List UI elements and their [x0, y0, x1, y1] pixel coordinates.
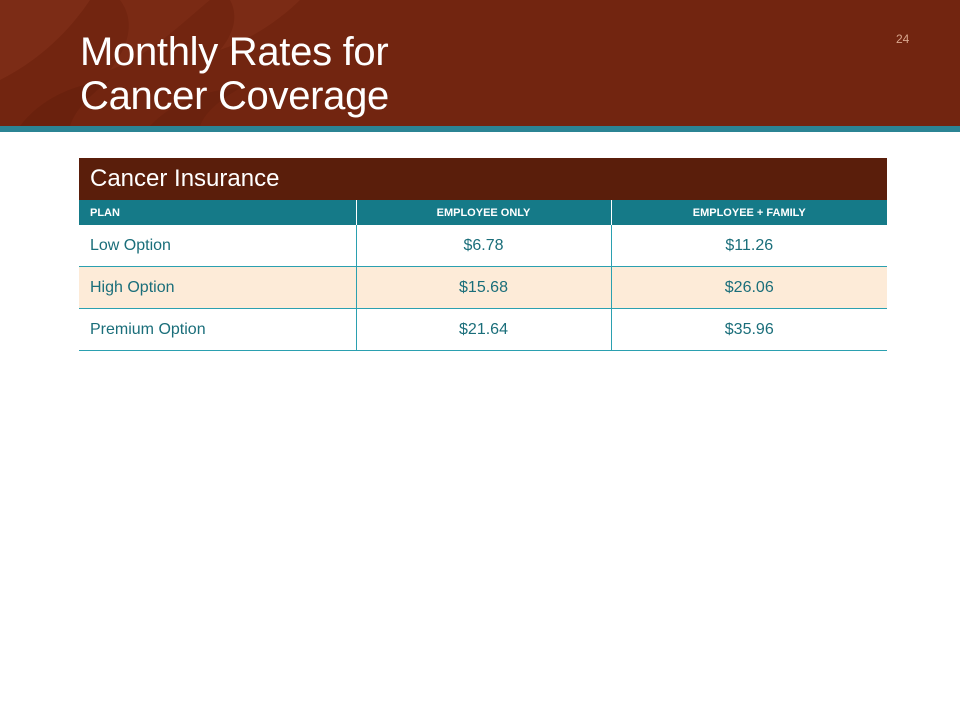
employee-only-cell: $6.78: [356, 225, 612, 267]
plan-cell: Premium Option: [79, 308, 357, 351]
employee-family-cell: $26.06: [611, 266, 887, 309]
title-line-2: Cancer Coverage: [80, 74, 389, 118]
title-line-1: Monthly Rates for: [80, 30, 389, 74]
page-number: 24: [896, 32, 910, 46]
flame-decoration: [0, 0, 300, 126]
employee-only-cell: $21.64: [356, 308, 612, 351]
plan-cell: Low Option: [79, 225, 357, 267]
table-row: Premium Option $21.64 $35.96: [79, 308, 887, 351]
page-title: Monthly Rates for Cancer Coverage: [80, 30, 389, 118]
table-caption: Cancer Insurance: [79, 158, 887, 200]
table-row: High Option $15.68 $26.06: [79, 266, 887, 309]
table-header-row: PLAN EMPLOYEE ONLY EMPLOYEE + FAMILY: [79, 200, 887, 225]
header-divider-stripe: [0, 126, 960, 132]
column-header-employee-only: EMPLOYEE ONLY: [356, 200, 612, 225]
header-banner: Monthly Rates for Cancer Coverage 24: [0, 0, 960, 126]
rates-table-container: Cancer Insurance PLAN EMPLOYEE ONLY EMPL…: [79, 158, 887, 351]
plan-cell: High Option: [79, 266, 357, 309]
table-row: Low Option $6.78 $11.26: [79, 225, 887, 267]
column-header-employee-family: EMPLOYEE + FAMILY: [611, 200, 887, 225]
rates-table: PLAN EMPLOYEE ONLY EMPLOYEE + FAMILY Low…: [79, 200, 887, 351]
employee-family-cell: $11.26: [611, 225, 887, 267]
employee-family-cell: $35.96: [611, 308, 887, 351]
column-header-plan: PLAN: [79, 200, 357, 225]
employee-only-cell: $15.68: [356, 266, 612, 309]
